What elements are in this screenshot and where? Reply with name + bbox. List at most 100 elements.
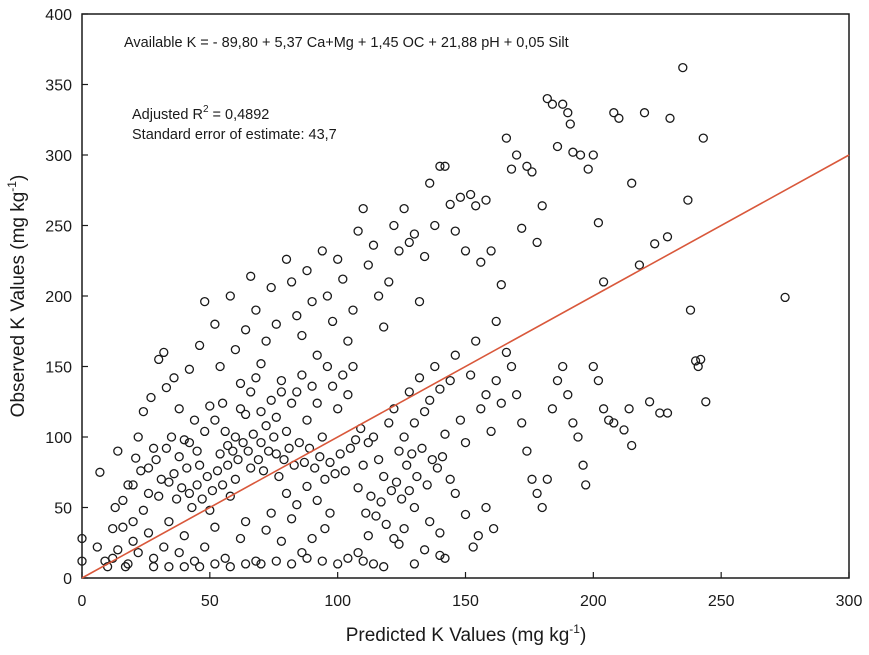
data-point xyxy=(563,390,573,400)
data-point xyxy=(609,418,619,428)
data-point xyxy=(322,361,333,372)
data-point xyxy=(292,387,302,397)
data-point xyxy=(389,220,399,231)
data-point xyxy=(481,502,491,513)
data-point xyxy=(256,437,266,448)
data-point xyxy=(409,229,420,239)
data-point xyxy=(302,553,312,563)
data-point xyxy=(95,467,105,477)
data-point xyxy=(450,350,460,360)
data-point xyxy=(194,340,205,351)
data-point xyxy=(588,150,598,160)
data-point xyxy=(471,201,481,211)
data-point xyxy=(279,454,289,465)
data-point xyxy=(266,395,276,405)
data-point xyxy=(256,359,266,369)
data-point xyxy=(527,167,537,177)
data-point xyxy=(581,480,591,490)
data-point xyxy=(192,446,202,456)
data-point xyxy=(223,460,233,470)
x-axis-title-sup: -1 xyxy=(569,622,580,636)
y-axis-title-tail: ) xyxy=(8,175,29,181)
data-point xyxy=(187,502,197,513)
data-point xyxy=(394,539,404,549)
data-point xyxy=(317,432,327,442)
data-point xyxy=(496,398,506,408)
data-point xyxy=(491,375,501,386)
data-point xyxy=(593,375,604,386)
data-point xyxy=(565,119,575,129)
data-point xyxy=(358,460,368,470)
data-point xyxy=(307,296,317,307)
data-point xyxy=(627,440,637,451)
data-point xyxy=(210,319,220,329)
data-point xyxy=(207,485,218,496)
data-point xyxy=(506,361,517,372)
r2-prefix: Adjusted R xyxy=(132,107,203,123)
y-tick-label: 100 xyxy=(45,430,72,447)
data-point xyxy=(113,446,123,456)
data-point xyxy=(164,562,174,572)
data-point xyxy=(312,350,322,360)
data-point xyxy=(358,203,368,214)
data-point xyxy=(460,246,471,256)
data-point xyxy=(297,370,307,380)
data-point xyxy=(366,491,376,501)
data-point xyxy=(522,446,532,456)
data-point xyxy=(558,99,568,109)
data-point xyxy=(246,271,256,281)
data-point xyxy=(148,562,159,572)
data-point xyxy=(174,547,184,558)
data-point xyxy=(440,553,450,563)
data-point xyxy=(256,559,266,569)
data-point xyxy=(200,542,210,552)
y-tick-label: 200 xyxy=(45,289,72,306)
data-point xyxy=(358,556,368,566)
data-point xyxy=(302,265,312,276)
data-point xyxy=(532,237,542,248)
y-axis-title-sup: -1 xyxy=(5,181,19,192)
data-point xyxy=(292,311,302,321)
data-point xyxy=(440,161,450,171)
data-point xyxy=(381,519,391,530)
data-points xyxy=(77,62,790,572)
data-point xyxy=(276,536,287,546)
x-tick-label: 300 xyxy=(836,593,863,610)
data-point xyxy=(471,336,481,346)
data-point xyxy=(473,531,483,541)
data-point xyxy=(261,421,271,431)
data-point xyxy=(363,260,373,270)
data-point xyxy=(146,392,156,403)
axis-ticks: 0 50 100 150 200 250 300 0 50 100 150 200 250 300 350 4… xyxy=(45,7,862,610)
data-point xyxy=(450,488,460,499)
data-point xyxy=(379,562,389,572)
y-tick-label: 300 xyxy=(45,148,72,165)
data-point xyxy=(302,415,312,425)
data-point xyxy=(583,164,593,174)
data-point xyxy=(598,404,609,414)
data-point xyxy=(399,523,409,534)
data-point xyxy=(330,469,340,479)
data-point xyxy=(698,133,708,143)
data-point xyxy=(266,282,276,293)
data-point xyxy=(407,449,417,459)
data-point xyxy=(542,474,552,484)
data-point xyxy=(212,466,223,476)
data-point xyxy=(113,545,123,555)
data-point xyxy=(455,192,466,202)
data-point xyxy=(425,395,435,405)
y-tick-label: 250 xyxy=(45,219,72,236)
data-point xyxy=(174,404,184,414)
data-point xyxy=(350,435,361,445)
data-point xyxy=(274,471,284,482)
data-point xyxy=(394,446,404,456)
data-point xyxy=(627,178,637,188)
x-tick-label: 100 xyxy=(324,593,351,610)
data-point xyxy=(148,443,159,453)
data-point xyxy=(619,425,629,435)
data-point xyxy=(256,406,266,417)
data-point xyxy=(281,488,292,499)
data-point xyxy=(537,201,547,211)
data-point xyxy=(217,480,228,490)
data-point xyxy=(506,164,517,174)
